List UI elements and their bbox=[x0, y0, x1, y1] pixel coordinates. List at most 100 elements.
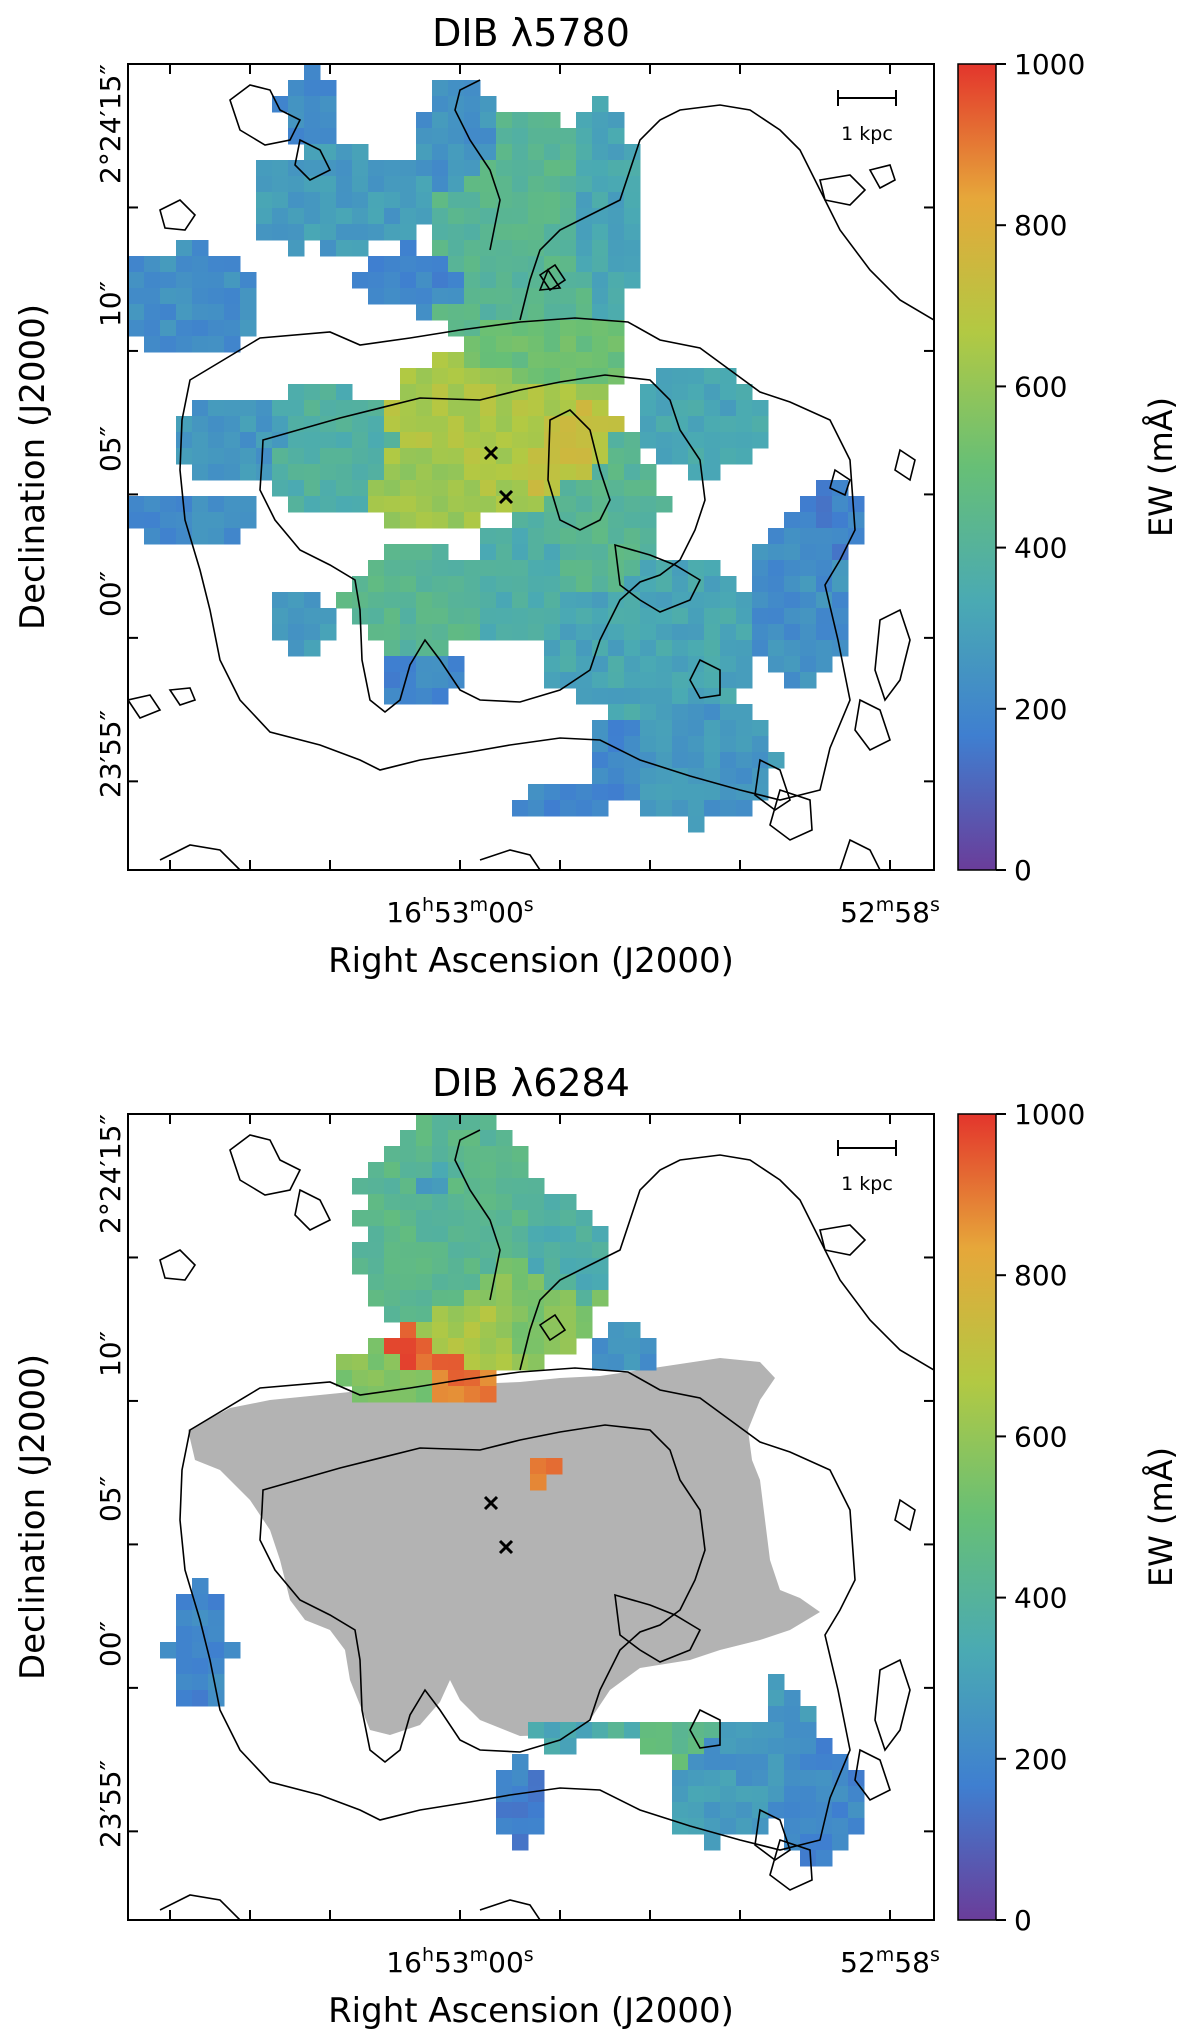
ew-pixel bbox=[320, 208, 337, 225]
ew-pixel bbox=[544, 176, 561, 193]
ew-pixel bbox=[176, 272, 193, 289]
ew-pixel bbox=[192, 304, 209, 321]
ew-pixel bbox=[512, 512, 529, 529]
ew-pixel bbox=[288, 480, 305, 497]
ew-pixel bbox=[368, 608, 385, 625]
ew-pixel bbox=[512, 1354, 529, 1371]
ew-pixel bbox=[768, 1802, 785, 1819]
ew-pixel bbox=[608, 656, 625, 673]
ew-pixel bbox=[480, 208, 497, 225]
ew-pixel bbox=[576, 1258, 593, 1275]
ew-pixel bbox=[400, 1146, 417, 1163]
nucleus-marker-cross bbox=[483, 1495, 499, 1511]
ew-pixel bbox=[448, 368, 465, 385]
ew-pixel bbox=[192, 1674, 209, 1691]
ew-pixel bbox=[624, 1354, 641, 1371]
ew-pixel bbox=[768, 1690, 785, 1707]
ew-pixel bbox=[560, 1258, 577, 1275]
ew-pixel bbox=[592, 1338, 609, 1355]
ew-pixel bbox=[448, 1194, 465, 1211]
ew-pixel bbox=[752, 768, 769, 785]
ew-pixel bbox=[448, 320, 465, 337]
y-tick-label: 10″ bbox=[94, 281, 127, 327]
ew-pixel bbox=[384, 1178, 401, 1195]
ew-pixel bbox=[256, 448, 273, 465]
ew-pixel bbox=[592, 240, 609, 257]
ew-pixel bbox=[640, 624, 657, 641]
ew-pixel bbox=[416, 688, 433, 705]
ew-pixel bbox=[560, 352, 577, 369]
ew-pixel bbox=[432, 1194, 449, 1211]
ew-pixel bbox=[352, 592, 369, 609]
ew-pixel bbox=[768, 656, 785, 673]
ew-pixel bbox=[320, 608, 337, 625]
y-tick-label: 00″ bbox=[94, 1621, 127, 1667]
ew-pixel bbox=[688, 1818, 705, 1835]
ew-pixel bbox=[336, 240, 353, 257]
ew-pixel bbox=[528, 416, 545, 433]
ew-pixel bbox=[672, 368, 689, 385]
ew-pixel bbox=[352, 144, 369, 161]
ew-pixel bbox=[768, 560, 785, 577]
ew-pixel bbox=[400, 464, 417, 481]
ew-pixel bbox=[304, 416, 321, 433]
ew-pixel bbox=[560, 384, 577, 401]
ew-pixel bbox=[848, 512, 865, 529]
ew-pixel bbox=[256, 192, 273, 209]
ew-pixel bbox=[224, 272, 241, 289]
ew-pixel bbox=[672, 576, 689, 593]
ew-pixel bbox=[448, 1258, 465, 1275]
ew-pixel bbox=[416, 1306, 433, 1323]
ew-pixel bbox=[736, 624, 753, 641]
ew-pixel bbox=[496, 160, 513, 177]
ew-pixel bbox=[688, 816, 705, 833]
ew-pixel bbox=[560, 432, 577, 449]
ew-pixel bbox=[176, 288, 193, 305]
ew-pixel bbox=[512, 208, 529, 225]
ew-pixel bbox=[640, 432, 657, 449]
x-tick-label: 52m58s bbox=[840, 1944, 940, 1979]
ew-pixel bbox=[496, 1146, 513, 1163]
ew-pixel bbox=[400, 1226, 417, 1243]
ew-pixel bbox=[496, 1274, 513, 1291]
ew-pixel bbox=[608, 784, 625, 801]
ew-pixel bbox=[576, 368, 593, 385]
ew-pixel bbox=[416, 1226, 433, 1243]
ew-pixel bbox=[192, 240, 209, 257]
ew-pixel bbox=[512, 464, 529, 481]
ew-pixel bbox=[320, 384, 337, 401]
ew-pixel bbox=[288, 192, 305, 209]
ew-pixel bbox=[848, 1770, 865, 1787]
ew-pixel bbox=[832, 1834, 849, 1851]
colorbar-tick-label: 0 bbox=[1014, 1904, 1032, 1937]
ew-pixel bbox=[656, 688, 673, 705]
ew-pixel bbox=[352, 1354, 369, 1371]
ew-pixel bbox=[624, 624, 641, 641]
ew-pixel bbox=[784, 640, 801, 657]
ew-pixel bbox=[528, 176, 545, 193]
ew-pixel bbox=[416, 112, 433, 129]
ew-pixel bbox=[544, 1722, 561, 1739]
ew-pixel bbox=[608, 304, 625, 321]
ew-pixel bbox=[432, 688, 449, 705]
ew-pixel bbox=[224, 496, 241, 513]
colorbar-tick-label: 800 bbox=[1014, 209, 1067, 242]
ew-pixel bbox=[656, 592, 673, 609]
ew-pixel bbox=[530, 1458, 547, 1475]
ew-pixel bbox=[720, 656, 737, 673]
ew-pixel bbox=[448, 1322, 465, 1339]
ew-pixel bbox=[528, 592, 545, 609]
ew-pixel bbox=[672, 1770, 689, 1787]
ew-pixel bbox=[448, 656, 465, 673]
ew-pixel bbox=[608, 512, 625, 529]
ew-pixel bbox=[528, 496, 545, 513]
ew-pixel bbox=[464, 512, 481, 529]
ew-pixel bbox=[624, 448, 641, 465]
ew-pixel bbox=[544, 656, 561, 673]
ew-pixel bbox=[464, 1242, 481, 1259]
ew-pixel bbox=[480, 144, 497, 161]
ew-pixel bbox=[624, 608, 641, 625]
ew-pixel bbox=[640, 736, 657, 753]
ew-pixel bbox=[448, 512, 465, 529]
ew-pixel bbox=[352, 480, 369, 497]
